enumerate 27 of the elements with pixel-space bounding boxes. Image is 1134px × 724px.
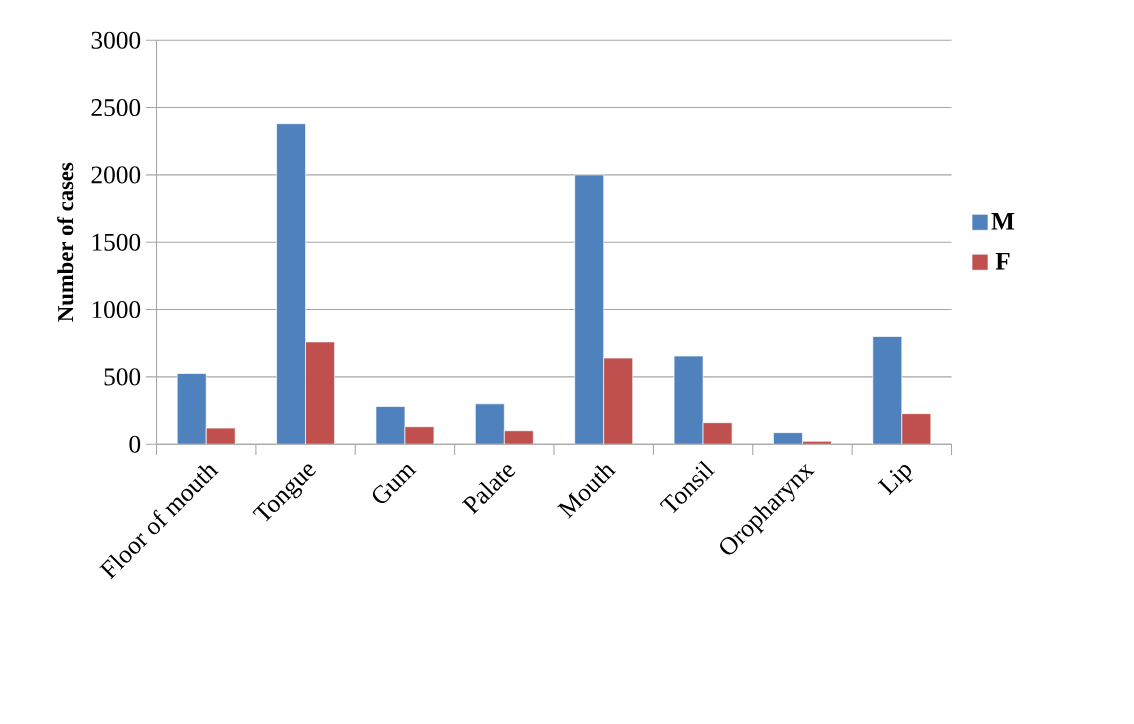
bar [901, 413, 932, 445]
bar [574, 174, 605, 445]
bar [276, 123, 306, 445]
legend-label: M [991, 212, 1015, 230]
legend-label: F [995, 252, 1010, 270]
bar [474, 403, 505, 445]
y-tick-label: 3000 [91, 31, 141, 49]
x-tick-label: Gum [372, 464, 417, 504]
y-tick-label: 500 [104, 368, 141, 386]
bar [673, 355, 704, 445]
bar [702, 422, 733, 445]
bar [872, 336, 903, 445]
bar [773, 432, 803, 445]
bar [205, 427, 236, 445]
y-tick-label: 1000 [92, 301, 141, 319]
bar [603, 357, 634, 445]
y-axis-title: Number of cases [57, 162, 74, 322]
y-tick-label: 2500 [91, 99, 141, 117]
y-tick-label: 0 [129, 435, 141, 453]
y-tick-label: 2000 [91, 166, 141, 184]
bar [375, 406, 406, 445]
x-tick-label: Lip [877, 465, 913, 496]
bar [404, 426, 435, 445]
y-tick-label: 1500 [92, 233, 141, 251]
bar [176, 373, 207, 445]
bar [504, 430, 534, 445]
bar [305, 341, 335, 445]
